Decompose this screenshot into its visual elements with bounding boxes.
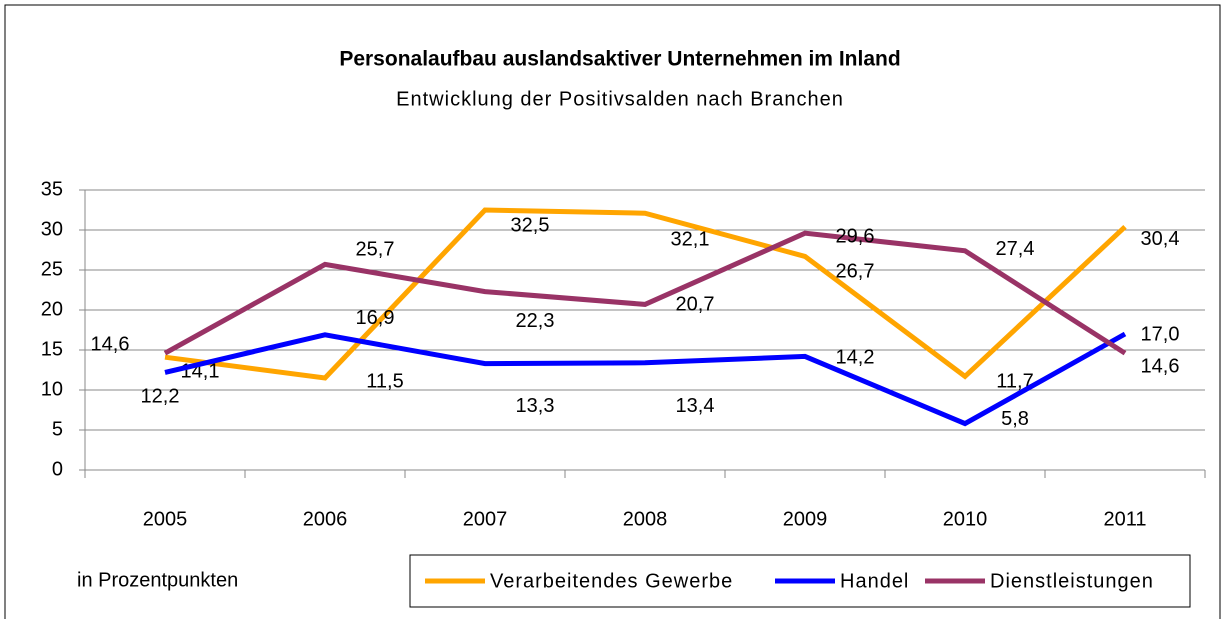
- legend-label: Handel: [840, 570, 909, 592]
- x-tick-label: 2011: [1103, 508, 1146, 530]
- data-label: 20,7: [676, 294, 715, 316]
- data-label: 32,1: [671, 228, 710, 250]
- data-label: 30,4: [1141, 228, 1180, 250]
- series-line: [164, 331, 1127, 427]
- data-label: 14,6: [91, 333, 130, 355]
- chart-subtitle: Entwicklung der Positivsalden nach Branc…: [396, 88, 844, 110]
- data-label: 14,6: [1141, 355, 1180, 377]
- y-tick-label: 15: [41, 338, 63, 360]
- series-line: [164, 207, 1127, 381]
- data-label: 13,3: [516, 395, 555, 417]
- y-tick-label: 35: [41, 178, 63, 200]
- y-tick-label: 10: [41, 378, 63, 400]
- y-tick-label: 20: [41, 298, 63, 320]
- x-tick-label: 2006: [303, 508, 348, 530]
- unit-note: in Prozentpunkten: [77, 569, 238, 591]
- data-label: 17,0: [1141, 323, 1180, 345]
- series-line: [163, 230, 1127, 356]
- data-label: 13,4: [676, 395, 715, 417]
- legend-label: Verarbeitendes Gewerbe: [490, 570, 733, 592]
- x-tick-label: 2009: [783, 508, 828, 530]
- data-label: 29,6: [836, 225, 875, 247]
- x-tick-label: 2010: [943, 508, 988, 530]
- y-tick-label: 0: [52, 458, 63, 480]
- y-tick-label: 25: [41, 258, 63, 280]
- x-tick-label: 2005: [143, 508, 188, 530]
- y-tick-label: 30: [41, 218, 63, 240]
- data-label: 5,8: [1001, 408, 1029, 430]
- data-label: 11,7: [996, 371, 1033, 393]
- data-label: 14,2: [836, 347, 875, 369]
- chart-border: [4, 4, 1221, 619]
- data-label: 22,3: [516, 310, 555, 332]
- data-label: 26,7: [836, 261, 875, 283]
- chart-title: Personalaufbau auslandsaktiver Unternehm…: [339, 48, 900, 71]
- x-tick-label: 2007: [463, 508, 508, 530]
- data-label: 16,9: [356, 307, 395, 329]
- x-tick-label: 2008: [623, 508, 668, 530]
- data-label: 25,7: [356, 239, 395, 261]
- legend-label: Dienstleistungen: [990, 570, 1154, 592]
- y-tick-label: 5: [52, 418, 63, 440]
- data-label: 27,4: [996, 238, 1035, 260]
- data-label: 32,5: [511, 214, 550, 236]
- data-label: 11,5: [366, 370, 403, 392]
- data-label: 12,2: [141, 386, 180, 408]
